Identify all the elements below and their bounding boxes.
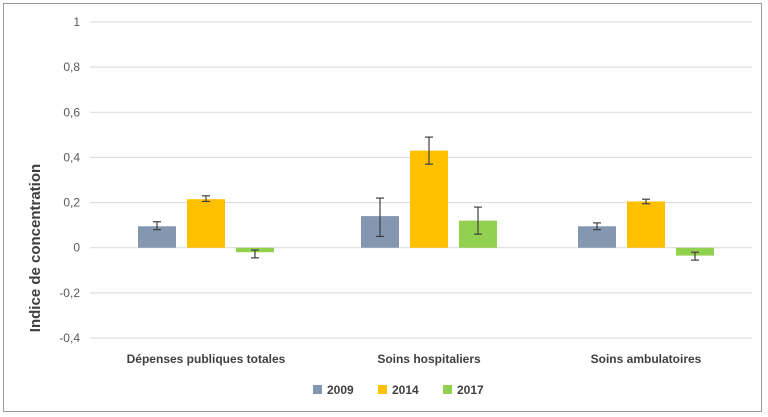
bar-2014 xyxy=(627,201,665,248)
y-tick-label: 0,8 xyxy=(63,60,80,74)
y-tick-label: 0,6 xyxy=(63,105,80,119)
category-label: Dépenses publiques totales xyxy=(127,352,286,366)
y-axis-ticks: 1 0,8 0,6 0,4 0,2 0 -0,2 -0,4 xyxy=(59,15,80,345)
legend-label-2014: 2014 xyxy=(392,383,419,397)
category-label: Soins hospitaliers xyxy=(377,352,481,366)
y-tick-label: 0 xyxy=(73,241,80,255)
y-tick-label: -0,4 xyxy=(59,331,80,345)
legend-swatch-2017 xyxy=(443,385,452,394)
category-label: Soins ambulatoires xyxy=(591,352,702,366)
legend-label-2017: 2017 xyxy=(457,383,484,397)
y-tick-label: 0,4 xyxy=(63,150,80,164)
bars xyxy=(138,136,714,261)
legend-swatch-2014 xyxy=(378,385,387,394)
y-tick-label: 1 xyxy=(73,15,80,29)
legend-swatch-2009 xyxy=(313,385,322,394)
bar-2014 xyxy=(410,150,448,248)
bar-2014 xyxy=(187,199,225,248)
legend-label-2009: 2009 xyxy=(327,383,354,397)
bar-2009 xyxy=(138,226,176,248)
bar-2009 xyxy=(578,226,616,248)
legend: 2009 2014 2017 xyxy=(313,383,484,397)
x-axis-categories: Dépenses publiques totales Soins hospital… xyxy=(127,352,702,366)
y-tick-label: 0,2 xyxy=(63,196,80,210)
y-axis-label: Indice de concentration xyxy=(27,164,44,332)
y-tick-label: -0,2 xyxy=(59,286,80,300)
